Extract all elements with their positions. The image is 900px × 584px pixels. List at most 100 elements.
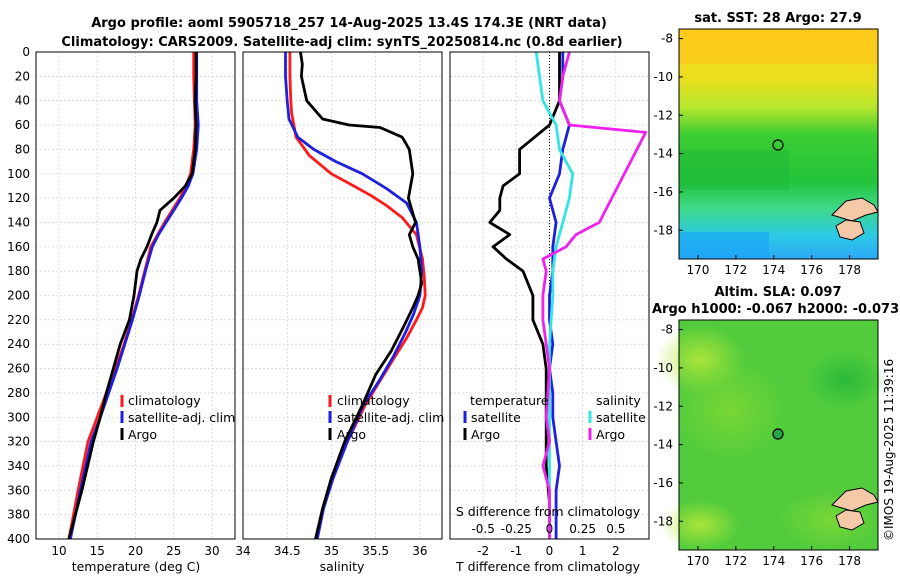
map-x-tick-label: 172 (724, 263, 747, 277)
difference-legend: temperature satellite Argo salinity sate… (463, 393, 646, 442)
y-tick-label: 100 (7, 167, 30, 181)
y-tick-label: 20 (15, 69, 30, 83)
salinity-ticks: 34 34.5 35 35.5 36 (235, 544, 427, 558)
map-x-tick-label: 176 (800, 263, 823, 277)
difference-series (488, 51, 648, 539)
map-y-tick-label: -16 (653, 185, 673, 199)
legend-sal-satellite-label: satellite (596, 410, 646, 425)
y-tick-label: 280 (7, 386, 30, 400)
x-tick-label: -2 (477, 544, 489, 558)
map-y-tick-label: -10 (653, 361, 673, 375)
map-x-tick-label: 176 (800, 554, 823, 568)
imos-watermark: ©IMOS 19-Aug-2025 11:39:16 (882, 359, 896, 541)
salinity-series (284, 51, 427, 540)
map-y-tick-label: -8 (661, 32, 673, 46)
y-tick-label: 300 (7, 410, 30, 424)
x-tick-label: 0 (546, 544, 554, 558)
sst-map-title: sat. SST: 28 Argo: 27.9 (694, 11, 861, 26)
map-x-tick-label: 170 (686, 263, 709, 277)
salinity-panel: 34 34.5 35 35.5 36 salinity climatology sate… (235, 51, 444, 574)
series-line-argo (299, 51, 424, 540)
temperature-series (67, 52, 200, 540)
y-tick-label: 260 (7, 362, 30, 376)
map-y-tick-label: -12 (653, 108, 673, 122)
y-tick-label: 340 (7, 459, 30, 473)
x-tick-label-top: -0.5 (471, 522, 494, 536)
x-tick-label: 2 (612, 544, 620, 558)
map-y-tick-label: -18 (653, 223, 673, 237)
x-tick-label: 1 (579, 544, 587, 558)
salinity-grid (242, 52, 442, 539)
x-tick-label: 34 (235, 544, 250, 558)
difference-xlabel-top: S difference from climatology (456, 504, 641, 519)
map-x-tick-label: 174 (762, 263, 785, 277)
legend-satellite-label: satellite-adj. clim (337, 410, 444, 425)
y-tick-label: 220 (7, 313, 30, 327)
series-line-argo (541, 51, 648, 539)
temperature-panel: 10 15 20 25 30020406080100120140160180200220… (7, 45, 236, 574)
figure-title-line1: Argo profile: aoml 5905718_257 14-Aug-20… (91, 16, 607, 31)
argo-location-marker (772, 428, 784, 440)
map-y-tick-label: -8 (661, 323, 673, 337)
legend-temp-satellite-label: satellite (471, 410, 521, 425)
sst-map-panel: sat. SST: 28 Argo: 27.9 170 172 174 176 178 -… (653, 11, 879, 277)
x-tick-label-top: 0 (546, 522, 554, 536)
temperature-ticks: 10 15 20 25 30020406080100120140160180200220… (7, 45, 220, 558)
x-tick-label: 10 (51, 544, 66, 558)
y-tick-label: 320 (7, 435, 30, 449)
land-islands (831, 487, 879, 531)
x-tick-label-top: 0.25 (569, 522, 596, 536)
x-tick-label: 35 (324, 544, 339, 558)
y-tick-label: 200 (7, 289, 30, 303)
sla-map-subtitle: Argo h1000: -0.067 h2000: -0.073 (652, 302, 899, 317)
map-x-tick-label: 178 (838, 263, 861, 277)
difference-xlabel: T difference from climatology (455, 559, 641, 574)
legend-satellite-label: satellite-adj. clim (128, 410, 235, 425)
map-y-tick-label: -18 (653, 514, 673, 528)
x-tick-label-top: 0.5 (606, 522, 625, 536)
argo-location-marker (772, 139, 784, 151)
temperature-grid (36, 52, 235, 539)
legend-sal-argo-label: Argo (596, 427, 625, 442)
y-tick-label: 80 (15, 142, 30, 156)
x-tick-label: 25 (166, 544, 181, 558)
y-tick-label: 400 (7, 532, 30, 546)
difference-panel: -2 -1 0 1 2 -0.5 -0.25 0 0.25 0.5 T difference fr… (449, 51, 650, 574)
figure-title-line2: Climatology: CARS2009. Satellite-adj cli… (61, 35, 622, 50)
series-line-climatology (288, 52, 427, 540)
sla-ticks: 170 172 174 176 178 -8 -10 -12 -14 -16 -18 (653, 323, 861, 568)
series-line-satellite (534, 51, 575, 539)
y-tick-label: 140 (7, 215, 30, 229)
y-tick-label: 380 (7, 508, 30, 522)
salinity-legend: climatology satellite-adj. clim Argo (328, 393, 444, 442)
legend-argo-label: Argo (128, 427, 157, 442)
x-tick-label-top: -0.25 (501, 522, 532, 536)
y-tick-label: 360 (7, 483, 30, 497)
y-tick-label: 40 (15, 94, 30, 108)
map-x-tick-label: 178 (838, 554, 861, 568)
map-x-tick-label: 174 (762, 554, 785, 568)
y-tick-label: 0 (22, 45, 30, 59)
series-line-satellite (548, 52, 571, 539)
map-x-tick-label: 172 (724, 554, 747, 568)
y-tick-label: 160 (7, 240, 30, 254)
legend-salinity-title: salinity (596, 393, 641, 408)
x-tick-label: 15 (90, 544, 105, 558)
map-y-tick-label: -12 (653, 399, 673, 413)
legend-argo-label: Argo (337, 427, 366, 442)
map-y-tick-label: -14 (653, 147, 673, 161)
y-tick-label: 60 (15, 118, 30, 132)
x-tick-label: 30 (204, 544, 219, 558)
legend-climatology-label: climatology (128, 393, 201, 408)
temperature-xlabel: temperature (deg C) (72, 559, 201, 574)
legend-temperature-title: temperature (470, 393, 549, 408)
map-x-tick-label: 170 (686, 554, 709, 568)
difference-ticks: -2 -1 0 1 2 -0.5 -0.25 0 0.25 0.5 (471, 522, 625, 558)
y-tick-label: 120 (7, 191, 30, 205)
y-tick-label: 240 (7, 337, 30, 351)
sla-map-title: Altim. SLA: 0.097 (715, 285, 842, 300)
map-y-tick-label: -10 (653, 70, 673, 84)
legend-climatology-label: climatology (337, 393, 410, 408)
x-tick-label: 35.5 (362, 544, 389, 558)
